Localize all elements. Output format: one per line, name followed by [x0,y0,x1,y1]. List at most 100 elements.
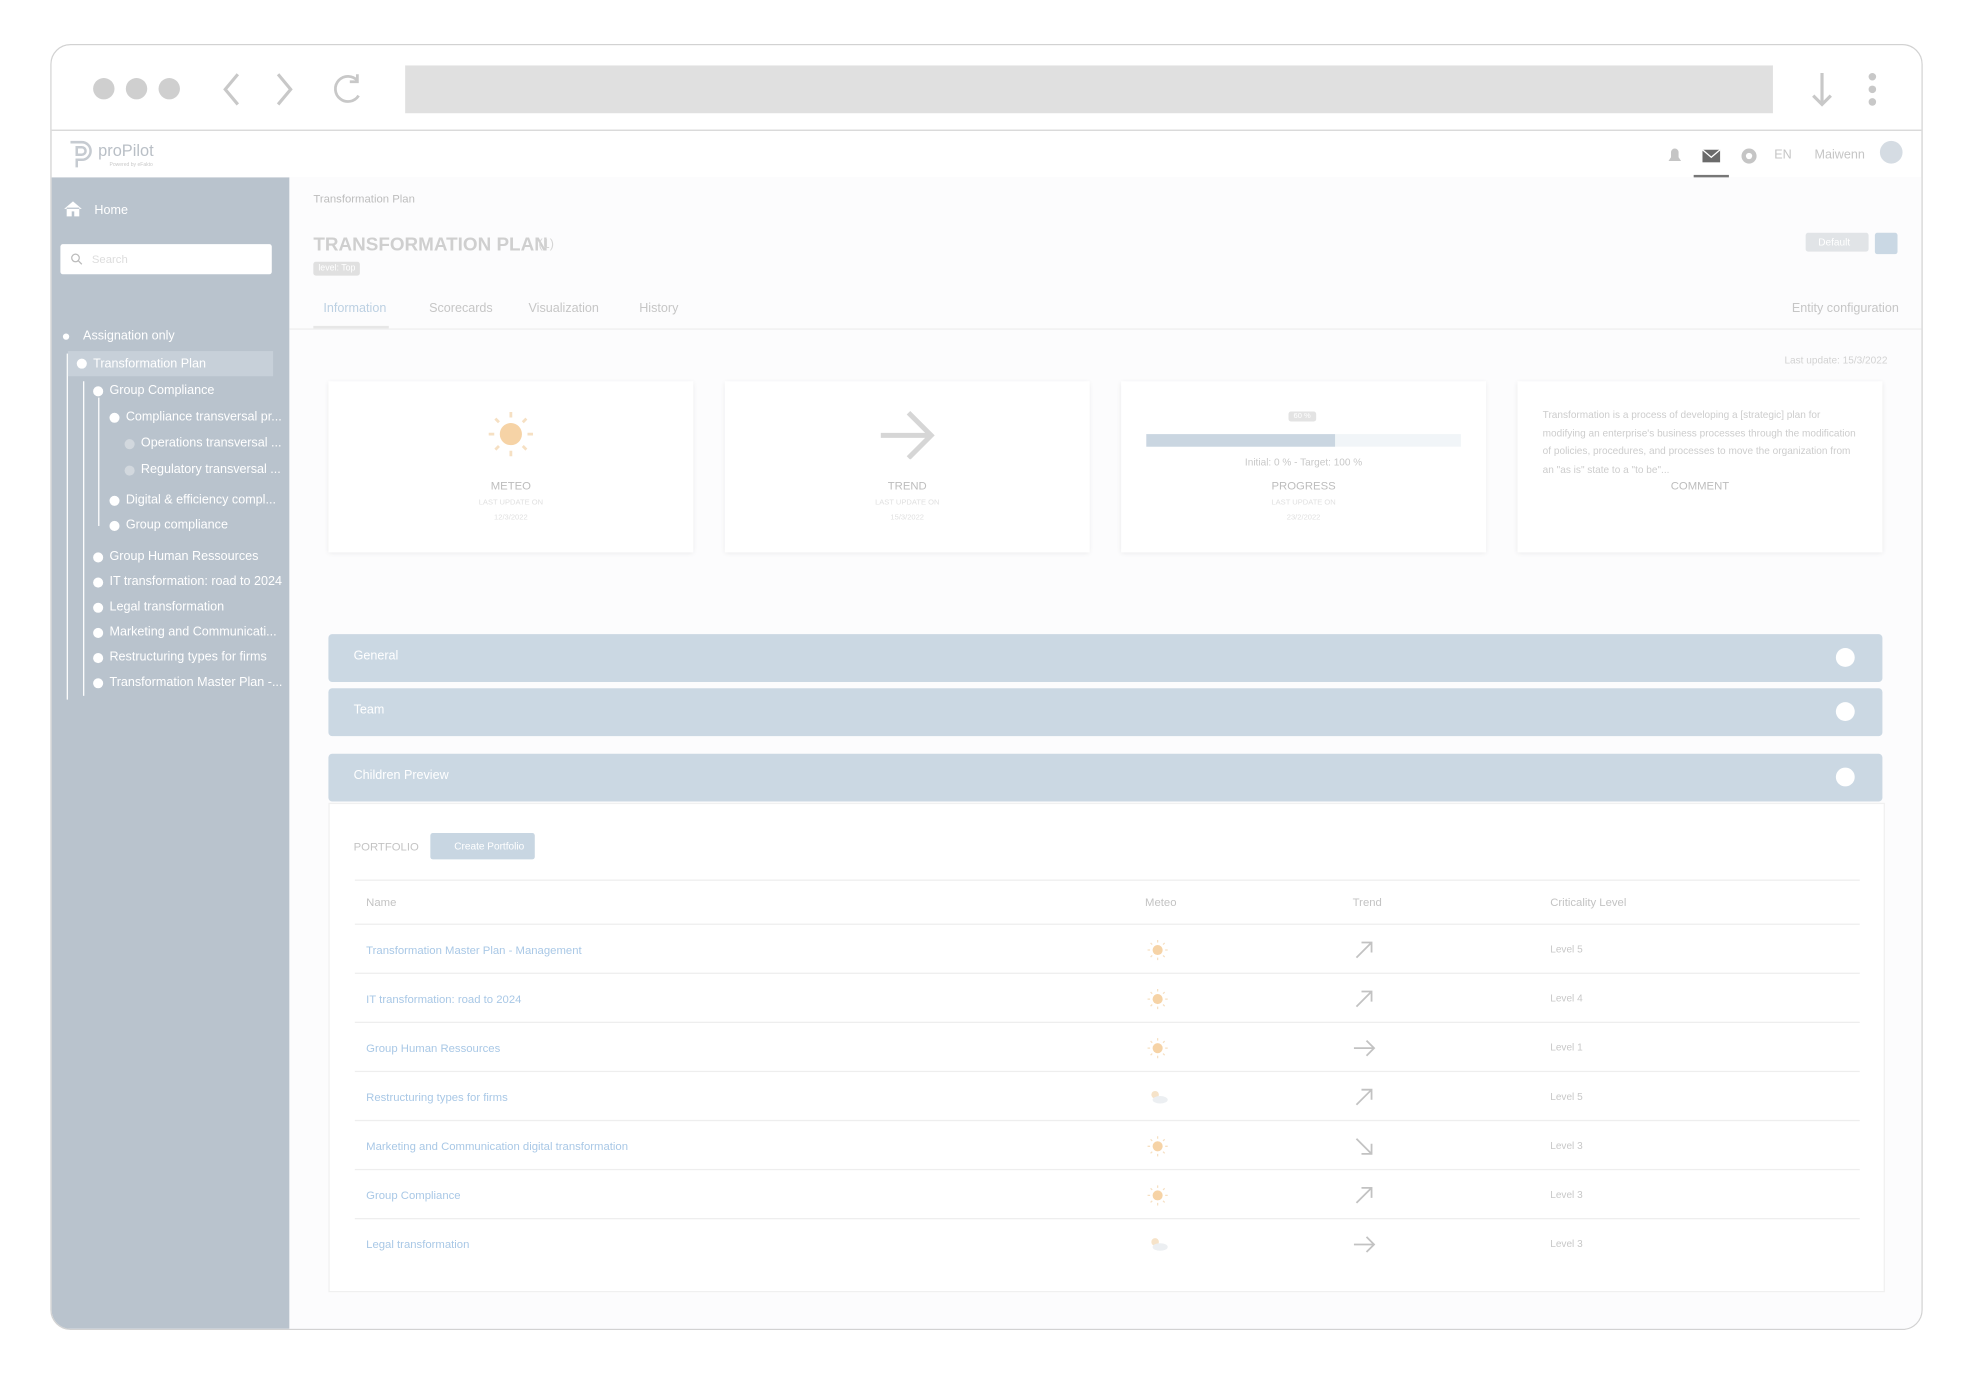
leaf-icon [124,439,135,450]
tree-node[interactable]: Legal transformation [109,600,225,615]
panel-title: General [353,649,399,664]
progress-track [1146,434,1461,447]
assignation-filter[interactable]: Assignation only [83,329,175,344]
progress-card: 60 % Initial: 0 % - Target: 100 % PROGRE… [1121,381,1487,553]
entity-link[interactable]: IT transformation: road to 2024 [366,992,522,1006]
expand-icon[interactable] [109,520,120,532]
card-sub: LAST UPDATE ON [875,499,940,508]
expand-icon[interactable] [93,577,104,588]
trend-icon [1353,1039,1375,1057]
tree-node[interactable]: Compliance transversal pr... [125,410,282,425]
expand-icon[interactable] [93,678,104,689]
entity-link[interactable]: Legal transformation [366,1238,470,1251]
home-icon [64,201,82,217]
children-preview: PORTFOLIO Create Portfolio Name Meteo Tr… [328,802,1885,1293]
entity-link[interactable]: Restructuring types for firms [366,1090,508,1104]
tree-node[interactable]: Operations transversal ... [140,436,282,451]
portfolio-label: PORTFOLIO [353,840,419,854]
user-name[interactable]: Maiwenn [1814,148,1865,163]
row-icons [1146,1184,1373,1207]
window-dot [125,78,148,100]
column-header[interactable]: Trend [1352,895,1382,909]
expand-icon[interactable] [109,495,120,506]
meteo-icon [1146,1135,1169,1158]
collapse-icon[interactable] [76,358,87,369]
tree-node[interactable]: Group Compliance [109,383,215,398]
last-update: Last update: 15/3/2022 [1784,354,1888,367]
table-row: Transformation Master Plan - Management L… [354,923,1860,974]
row-icons [1146,988,1373,1010]
title-count: (1) [538,237,554,252]
column-header[interactable]: Meteo [1145,895,1177,909]
card-label: PROGRESS [1271,479,1336,492]
card-label: METEO [490,479,532,492]
search-box[interactable]: Search [60,244,272,275]
tree-line [83,381,85,696]
logo-subtitle: Powered by eFakto [109,161,153,168]
tree-node[interactable]: Marketing and Communicati... [109,625,277,640]
collapse-icon[interactable] [93,386,104,397]
tree-node[interactable]: Digital & efficiency compl... [125,493,276,508]
expand-icon[interactable] [93,653,104,664]
more-button[interactable] [1874,232,1898,255]
tree-node[interactable]: Group compliance [125,518,228,533]
column-header[interactable]: Criticality Level [1550,895,1627,909]
tree-node[interactable]: Transformation Master Plan -... [109,675,283,690]
tab[interactable]: Scorecards [429,301,493,316]
breadcrumb[interactable]: Transformation Plan [313,192,415,206]
entity-link[interactable]: Transformation Master Plan - Management [366,943,582,957]
header-icons[interactable] [1662,143,1763,168]
table-row: Restructuring types for firms Level 5 [354,1070,1860,1121]
radio[interactable] [62,333,70,340]
entity-link[interactable]: Group Human Ressources [366,1041,501,1055]
expand-icon[interactable] [93,552,104,563]
tab[interactable]: Visualization [528,301,599,316]
address-bar[interactable] [405,65,1773,114]
leaf-icon [124,465,135,476]
window-dot [93,78,115,100]
entity-link[interactable]: Marketing and Communication digital tran… [366,1140,629,1153]
tab-active[interactable]: Information [323,301,387,316]
trend-icon [880,410,935,460]
expand-icon[interactable] [93,602,104,613]
meteo-icon [487,410,535,458]
tab[interactable]: History [639,301,679,316]
home-link[interactable]: Home [94,203,128,218]
row-icons [1146,939,1373,961]
tree-node[interactable]: Group Human Ressources [109,549,259,564]
expand-icon[interactable] [93,627,104,638]
meteo-icon [1146,939,1169,961]
trend-icon [1355,1088,1373,1106]
column-header[interactable]: Name [366,895,397,909]
entity-link[interactable]: Group Compliance [366,1189,461,1202]
criticality-level: Level 3 [1550,1140,1583,1152]
row-icons [1146,1037,1375,1059]
entity-config-link[interactable]: Entity configuration [1791,301,1899,316]
card-date: 15/3/2022 [890,514,925,523]
nav-buttons[interactable] [215,70,379,108]
accordion-header[interactable]: Team [328,688,1883,737]
panel-title: Children Preview [353,768,449,783]
tree-node[interactable]: Regulatory transversal ... [140,463,281,477]
accordion-header[interactable]: Children Preview [328,753,1883,802]
browser-actions[interactable] [1807,70,1895,108]
default-button[interactable]: Default [1805,232,1869,252]
user-avatar[interactable] [1879,140,1903,164]
tree-node[interactable]: Restructuring types for firms [109,650,267,665]
card-date: 23/2/2022 [1286,514,1321,523]
card-date: 12/3/2022 [494,514,528,523]
create-portfolio-button[interactable]: Create Portfolio [430,832,535,860]
main-content: Transformation Plan TRANSFORMATION PLAN … [289,177,1922,1329]
table-header: Name Meteo Trend Criticality Level [354,879,1860,925]
tree-node[interactable]: IT transformation: road to 2024 [109,575,283,589]
accordion-header[interactable]: General [328,634,1883,682]
progress-fill [1146,434,1336,447]
collapse-icon[interactable] [109,412,120,423]
trend-card: TREND LAST UPDATE ON 15/3/2022 [724,381,1090,553]
active-indicator [1693,174,1729,178]
browser-window: proPilot Powered by eFakto EN Maiwenn Ho… [50,44,1923,1331]
tree-node[interactable]: Transformation Plan [93,357,206,372]
language-select[interactable]: EN [1774,148,1792,163]
